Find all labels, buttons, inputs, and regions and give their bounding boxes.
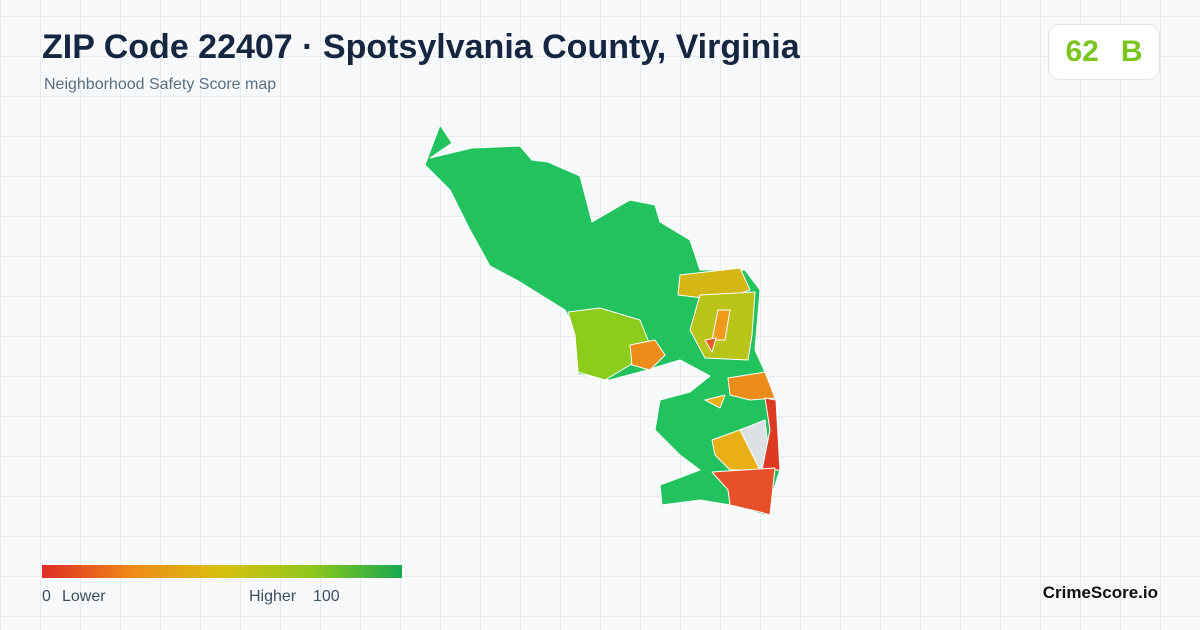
map-region <box>567 307 651 381</box>
subtitle: Neighborhood Safety Score map <box>44 76 277 93</box>
map-region <box>629 339 666 371</box>
legend-max: 100 <box>313 588 340 605</box>
brand: CrimeScore.io <box>1042 583 1158 602</box>
map-region <box>704 394 726 409</box>
legend-max-label: Higher <box>249 588 297 605</box>
score-value: 62 <box>1065 35 1099 68</box>
legend-min: 0 <box>42 588 51 605</box>
score-grade: B <box>1120 35 1143 68</box>
legend-gradient <box>42 565 402 578</box>
score-badge: 62 B <box>1048 24 1160 80</box>
map-region <box>711 309 731 341</box>
map-region <box>704 337 717 353</box>
map-region <box>711 467 776 516</box>
title: ZIP Code 22407 · Spotsylvania County, Vi… <box>42 28 800 66</box>
legend-min-label: Lower <box>62 588 106 605</box>
map-region <box>727 371 776 401</box>
